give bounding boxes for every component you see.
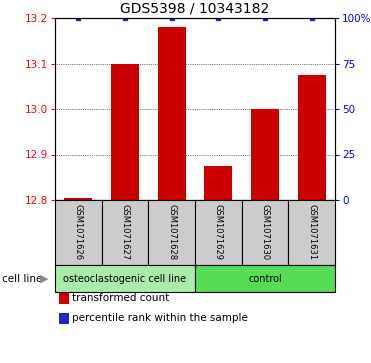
Text: GSM1071628: GSM1071628	[167, 204, 176, 261]
Text: transformed count: transformed count	[72, 293, 169, 303]
Text: cell line: cell line	[2, 273, 42, 284]
Bar	[55, 200, 102, 265]
Bar	[111, 64, 139, 200]
Bar	[55, 265, 195, 292]
Point	[169, 15, 175, 21]
Title: GDS5398 / 10343182: GDS5398 / 10343182	[120, 1, 270, 16]
Text: GSM1071631: GSM1071631	[307, 204, 316, 261]
Bar	[288, 200, 335, 265]
Point	[75, 15, 81, 21]
Bar	[158, 27, 186, 200]
Bar	[242, 200, 288, 265]
Text: percentile rank within the sample: percentile rank within the sample	[72, 313, 248, 323]
Text: control: control	[248, 273, 282, 284]
Point	[122, 15, 128, 21]
Text: GSM1071627: GSM1071627	[121, 204, 129, 261]
Point	[309, 15, 315, 21]
Bar	[298, 75, 326, 200]
Text: GSM1071630: GSM1071630	[260, 204, 269, 261]
Bar	[204, 166, 232, 200]
Bar	[64, 198, 92, 200]
Bar	[251, 109, 279, 200]
Text: ▶: ▶	[40, 273, 48, 284]
Text: osteoclastogenic cell line: osteoclastogenic cell line	[63, 273, 187, 284]
Bar	[102, 200, 148, 265]
Point	[262, 15, 268, 21]
Point	[215, 15, 221, 21]
Bar	[195, 265, 335, 292]
Text: GSM1071629: GSM1071629	[214, 204, 223, 261]
Text: GSM1071626: GSM1071626	[74, 204, 83, 261]
Bar	[195, 200, 242, 265]
Bar	[148, 200, 195, 265]
